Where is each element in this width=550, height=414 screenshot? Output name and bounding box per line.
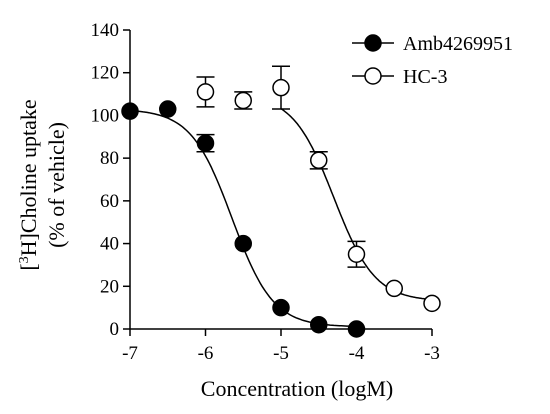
- y-tick-label: 20: [100, 276, 119, 297]
- y-axis-title-line1: [3H]Choline uptake: [16, 99, 41, 270]
- data-point-amb4269951: [159, 100, 177, 118]
- y-axis: 0 20 40 60 80 100 120 140: [91, 20, 131, 340]
- legend-label-amb4269951: Amb4269951: [403, 33, 513, 55]
- fit-curve-hc3: [280, 108, 433, 301]
- legend-marker-amb4269951: [364, 34, 382, 52]
- data-point-amb4269951: [347, 320, 366, 338]
- data-point-hc3: [196, 83, 215, 101]
- data-point-hc3: [423, 294, 441, 313]
- y-tick-label: 140: [91, 20, 120, 41]
- data-point-amb4269951: [272, 298, 290, 317]
- data-point-hc3: [347, 245, 366, 263]
- data-points: [121, 78, 441, 338]
- y-axis-title-line2: (% of vehicle): [44, 122, 69, 248]
- x-tick-label: -3: [424, 343, 440, 364]
- data-point-hc3: [234, 91, 252, 110]
- y-tick-label: 0: [110, 319, 120, 340]
- data-point-amb4269951: [310, 315, 328, 334]
- x-axis: -7 -6 -5 -4 -3: [122, 328, 440, 364]
- fit-curve-amb4269951: [129, 109, 357, 328]
- legend-item-hc3: HC-3: [352, 66, 447, 88]
- x-tick-label: -6: [198, 343, 214, 364]
- legend-label-hc3: HC-3: [403, 66, 447, 88]
- x-axis-title: Concentration (logM): [201, 376, 393, 401]
- error-bars: [196, 65, 366, 268]
- x-tick-label: -7: [122, 343, 138, 364]
- y-tick-label: 120: [91, 63, 120, 84]
- y-tick-label: 60: [100, 191, 119, 212]
- data-point-amb4269951: [196, 134, 215, 152]
- data-point-amb4269951: [121, 102, 139, 120]
- y-tick-label: 100: [91, 105, 120, 126]
- legend-item-amb4269951: Amb4269951: [352, 33, 513, 55]
- y-tick-label: 40: [100, 234, 119, 255]
- fit-curves: [129, 108, 433, 328]
- data-point-hc3: [385, 279, 403, 298]
- data-point-hc3: [310, 151, 328, 170]
- legend: Amb4269951 HC-3: [352, 33, 513, 88]
- y-tick-label: 80: [100, 148, 119, 169]
- y-axis-title: [3H]Choline uptake (% of vehicle): [16, 99, 69, 270]
- data-point-hc3: [272, 78, 290, 97]
- x-tick-label: -5: [273, 343, 289, 364]
- legend-marker-hc3: [364, 67, 382, 85]
- x-tick-label: -4: [349, 343, 365, 364]
- data-point-amb4269951: [234, 234, 252, 253]
